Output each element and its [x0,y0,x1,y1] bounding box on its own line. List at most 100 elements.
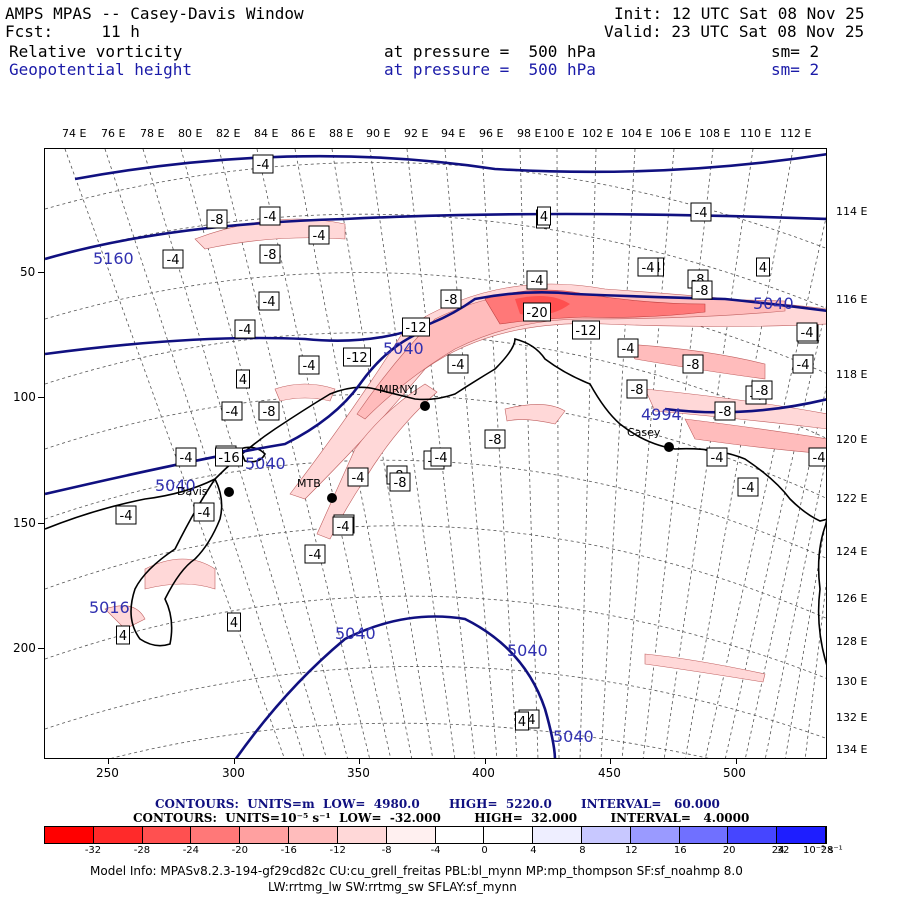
colorbar-tick-label: 4 [530,845,537,856]
forecast-hour: Fcst: 11 h [5,22,140,41]
vorticity-label-text: -8 [263,405,276,420]
height-contour-labels: 5160 5040 5040 5040 5040 5040 5040 5016 … [89,249,794,746]
y-tick-label: 150 [13,516,36,530]
station-marker[interactable] [327,493,337,503]
vorticity-label-text: -8 [631,383,644,398]
x-tick [234,759,235,764]
vorticity-label-text: -8 [696,284,709,299]
vorticity-label: -4 [115,505,137,525]
map-panel[interactable]: 5160 5040 5040 5040 5040 5040 5040 5016 … [44,148,827,759]
vorticity-label-text: -4 [352,471,365,486]
vorticity-contour-info: CONTOURS: UNITS=10⁻⁵ s⁻¹ LOW= -32.000 HI… [133,811,750,825]
x-tick [610,759,611,764]
vorticity-label: -4 [193,502,215,522]
lon-label: 78 E [140,127,165,140]
vorticity-label: -8 [714,401,736,421]
vorticity-label: -8 [258,401,280,421]
colorbar-tick-label: -8 [381,845,392,856]
field1-level: at pressure = 500 hPa [384,42,596,61]
vorticity-label-text: -4 [801,326,814,341]
x-tick [108,759,109,764]
colorbar-tick-label: -16 [280,845,297,856]
vorticity-label-text: 4 [239,373,247,388]
vorticity-label: -8 [259,244,281,264]
x-tick-label: 400 [472,766,495,780]
vorticity-label-text: -4 [167,253,180,268]
vorticity-label-text: 4 [759,261,767,276]
station-marker[interactable] [224,487,234,497]
vorticity-label: -4 [298,355,320,375]
height-label: 5040 [553,727,594,746]
vorticity-label-text: -8 [445,293,458,308]
field2-name: Geopotential height [9,60,193,79]
vorticity-label: -8 [389,472,411,492]
colorbar-swatch [289,827,338,843]
vorticity-label-text: 4 [119,629,127,644]
vorticity-label: 4 [116,625,130,645]
x-tick-label: 500 [723,766,746,780]
colorbar-swatch [240,827,290,843]
lon-label: 90 E [366,127,391,140]
colorbar-swatch [435,827,485,843]
lon-label: 118 E [836,368,868,381]
lon-label: 122 E [836,492,868,505]
vorticity-label-text: -12 [575,324,596,339]
vorticity-label: -12 [343,347,371,367]
vorticity-label: -4 [447,354,469,374]
colorbar-swatch [484,827,534,843]
station-label: Casey [627,426,661,439]
colorbar-tick-label: 20 [722,845,736,856]
colorbar-tick-label: 32 [776,845,790,856]
vorticity-label: -8 [206,209,228,229]
vorticity-label-text: -4 [711,451,724,466]
vorticity-label-text: -4 [642,261,655,276]
station-marker[interactable] [664,442,674,452]
vorticity-label-text: -4 [813,451,826,466]
vorticity-label: -4 [308,225,330,245]
vorticity-label: -4 [259,206,281,226]
vorticity-label-text: -16 [218,451,239,466]
height-label: 5040 [507,641,548,660]
vorticity-label-text: -4 [742,481,755,496]
coastline [45,337,826,666]
map-canvas: 5160 5040 5040 5040 5040 5040 5040 5016 … [45,149,826,758]
vorticity-label-text: -4 [531,274,544,289]
lon-label: 114 E [836,205,868,218]
vorticity-label: 4 [236,369,250,389]
y-tick [38,272,44,273]
vorticity-label: -4 [304,544,326,564]
field1-smoothing: sm= 2 [771,42,820,61]
vorticity-label-text: -4 [303,359,316,374]
vorticity-label: -4 [617,338,639,358]
colorbar-swatch [142,827,192,843]
lon-label: 104 E [621,127,653,140]
vorticity-label-text: 4 [230,616,238,631]
vorticity-label-text: 4 [540,210,548,225]
vorticity-label-text: 4 [518,715,526,730]
vorticity-label: -4 [234,319,256,339]
vorticity-label: -4 [430,447,452,467]
colorbar-tick-label: 24 [771,845,785,856]
vorticity-label: -4 [792,354,814,374]
y-tick-label: 100 [13,390,36,404]
lon-label: 126 E [836,592,868,605]
station-marker[interactable] [420,401,430,411]
vorticity-label: -4 [737,477,759,497]
vorticity-label: -4 [637,257,659,277]
colorbar-tick-label: -20 [231,845,248,856]
colorbar-unit: 10⁻⁵ s⁻¹ [803,845,843,856]
lon-label: 134 E [836,743,868,756]
lon-label: 88 E [329,127,354,140]
plot-title: AMPS MPAS -- Casey-Davis Window [5,4,304,23]
lon-label: 132 E [836,711,868,724]
vorticity-label-text: -4 [622,342,635,357]
vorticity-label: -4 [706,447,728,467]
height-contours [45,152,826,758]
station-label: MTB [297,477,321,490]
colorbar-swatch [386,827,436,843]
height-label: 5016 [89,598,130,617]
vorticity-label: -4 [258,291,280,311]
colorbar-swatch [533,827,582,843]
vorticity-contour-labels: -4 -8 -4 -8 -4 -4 4 -4 4 4 -4 -4 -4 4 -4 -8 -4 -4 -16 -12 -2… [115,154,826,731]
vorticity-label-text: -4 [257,158,270,173]
